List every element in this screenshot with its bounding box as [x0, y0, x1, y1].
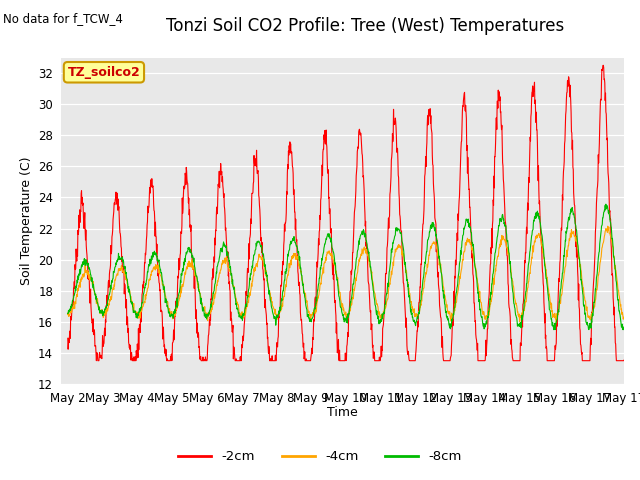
-4cm: [332, 264, 339, 270]
-4cm: [604, 223, 612, 229]
-8cm: [620, 326, 628, 332]
Text: No data for f_TCW_4: No data for f_TCW_4: [3, 12, 123, 25]
-2cm: [332, 308, 339, 313]
-4cm: [559, 283, 566, 288]
-2cm: [559, 197, 566, 203]
-2cm: [151, 233, 159, 239]
-2cm: [321, 139, 329, 144]
Y-axis label: Soil Temperature (C): Soil Temperature (C): [20, 156, 33, 285]
-8cm: [614, 295, 621, 300]
-8cm: [151, 252, 159, 257]
-4cm: [477, 300, 484, 305]
-2cm: [477, 358, 485, 363]
-8cm: [332, 260, 339, 266]
-8cm: [602, 201, 610, 207]
Line: -8cm: -8cm: [68, 204, 624, 330]
-8cm: [321, 241, 328, 247]
-4cm: [151, 265, 159, 271]
-8cm: [559, 270, 566, 276]
-2cm: [64, 336, 72, 341]
Text: Tonzi Soil CO2 Profile: Tree (West) Temperatures: Tonzi Soil CO2 Profile: Tree (West) Temp…: [166, 17, 564, 35]
-8cm: [477, 312, 484, 318]
-8cm: [550, 327, 557, 333]
-2cm: [620, 357, 628, 363]
-2cm: [599, 62, 607, 68]
-4cm: [552, 320, 560, 325]
-4cm: [620, 314, 628, 320]
Line: -4cm: -4cm: [68, 226, 624, 323]
Legend: -2cm, -4cm, -8cm: -2cm, -4cm, -8cm: [173, 445, 467, 468]
-8cm: [64, 311, 72, 316]
-4cm: [614, 281, 621, 287]
Line: -2cm: -2cm: [68, 65, 624, 360]
X-axis label: Time: Time: [327, 406, 358, 419]
-2cm: [614, 358, 621, 363]
-4cm: [64, 312, 72, 317]
-4cm: [321, 259, 328, 265]
-2cm: [93, 358, 100, 363]
Text: TZ_soilco2: TZ_soilco2: [68, 66, 140, 79]
